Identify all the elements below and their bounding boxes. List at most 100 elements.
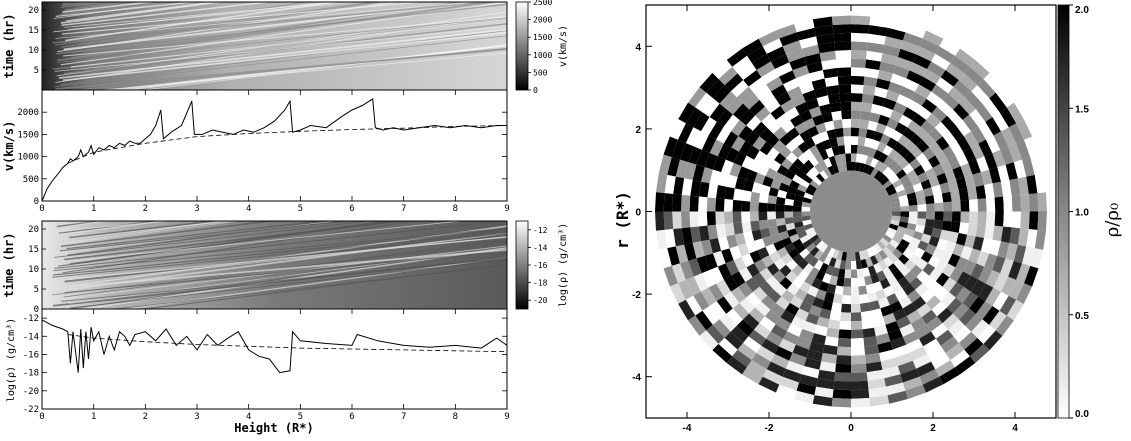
polar-cell bbox=[862, 164, 870, 174]
polar-cell bbox=[975, 301, 993, 320]
polar-cell bbox=[1008, 123, 1025, 144]
polar-cell bbox=[926, 203, 935, 212]
polar-cell bbox=[962, 291, 979, 309]
polar-cell bbox=[971, 85, 990, 104]
polar-cell bbox=[803, 223, 814, 231]
heatmap-streak bbox=[55, 2, 201, 18]
heatmap-streak bbox=[62, 221, 419, 274]
polar-cell bbox=[929, 267, 943, 282]
polar-cell bbox=[915, 126, 929, 140]
polar-cell bbox=[787, 323, 803, 337]
polar-cell bbox=[889, 300, 903, 313]
polar-cell bbox=[851, 355, 866, 365]
polar-cell bbox=[958, 73, 978, 92]
polar-cell bbox=[964, 234, 976, 249]
polar-cell bbox=[816, 95, 830, 107]
polar-cell bbox=[919, 331, 936, 347]
polar-cell bbox=[819, 170, 829, 180]
polar-cell bbox=[794, 122, 808, 135]
polar-cell bbox=[778, 338, 796, 353]
polar-cell bbox=[902, 233, 913, 243]
polar-cell bbox=[821, 59, 837, 70]
polar-cell bbox=[669, 119, 686, 140]
polar-cell bbox=[872, 281, 884, 292]
polar-cell bbox=[784, 198, 794, 206]
xtick-label: 4 bbox=[246, 412, 251, 422]
polar-cell bbox=[803, 192, 814, 200]
polar-cell bbox=[785, 192, 796, 201]
polar-cell bbox=[975, 103, 993, 122]
polar-cell bbox=[851, 380, 869, 391]
polar-cell bbox=[873, 262, 883, 274]
polar-cell bbox=[882, 44, 901, 57]
polar-cell bbox=[803, 293, 816, 306]
polar-cell bbox=[893, 308, 907, 321]
polar-cell bbox=[825, 265, 835, 276]
polar-cell bbox=[821, 300, 833, 311]
ytick-label: 2 bbox=[635, 125, 641, 136]
polar-cell bbox=[737, 243, 750, 257]
polar-cell bbox=[726, 356, 747, 375]
polar-cell bbox=[860, 102, 873, 113]
polar-cell bbox=[834, 285, 844, 296]
polar-cell bbox=[723, 131, 739, 148]
polar-cell bbox=[833, 380, 851, 391]
polar-cell bbox=[792, 253, 804, 265]
polar-cell bbox=[931, 301, 947, 317]
polar-cell bbox=[825, 147, 835, 158]
polar-cell bbox=[806, 349, 823, 362]
polar-cell bbox=[839, 153, 847, 163]
polar-cell bbox=[902, 78, 919, 92]
polar-cell bbox=[719, 314, 737, 332]
polar-cell bbox=[688, 315, 707, 336]
polar-cell bbox=[725, 147, 739, 163]
xtick-label: 9 bbox=[504, 204, 509, 214]
polar-cell bbox=[1001, 276, 1017, 296]
polar-cell bbox=[764, 98, 781, 114]
polar-cell bbox=[757, 247, 770, 260]
polar-cell bbox=[749, 159, 762, 173]
polar-cell bbox=[962, 114, 979, 132]
polar-cell bbox=[765, 167, 777, 180]
polar-cell bbox=[816, 378, 835, 390]
polar-cell bbox=[785, 222, 796, 231]
polar-cell bbox=[829, 310, 842, 321]
polar-cell bbox=[873, 170, 883, 180]
polar-cell bbox=[814, 163, 824, 174]
polar-cell bbox=[899, 86, 915, 100]
polar-cell bbox=[781, 120, 795, 134]
polar-cell bbox=[766, 133, 780, 148]
polar-cell bbox=[859, 293, 870, 304]
polar-cell bbox=[859, 162, 866, 173]
polar-cell bbox=[1009, 178, 1021, 196]
heatmap-streak bbox=[64, 250, 507, 294]
polar-cell bbox=[836, 277, 845, 287]
polar-cell bbox=[760, 227, 771, 239]
heatmap-streak bbox=[54, 35, 507, 88]
polar-cell bbox=[792, 211, 802, 218]
polar-cell bbox=[1011, 211, 1022, 229]
density-profile-line bbox=[41, 319, 508, 374]
polar-cell bbox=[826, 129, 837, 140]
polar-cell bbox=[923, 226, 934, 236]
polar-cell bbox=[890, 281, 903, 294]
polar-cell bbox=[902, 331, 919, 345]
polar-cell bbox=[1024, 265, 1039, 287]
polar-cell bbox=[738, 282, 753, 298]
polar-cell bbox=[796, 27, 817, 41]
polar-cell bbox=[838, 329, 851, 339]
polar-cell bbox=[828, 257, 837, 268]
polar-cell bbox=[915, 189, 925, 199]
polar-cell bbox=[741, 200, 751, 212]
polar-cell bbox=[736, 86, 754, 104]
polar-cell bbox=[935, 360, 956, 377]
polar-cell bbox=[746, 46, 767, 63]
polar-cell bbox=[906, 169, 918, 180]
polar-cell bbox=[1000, 146, 1014, 165]
polar-cell bbox=[819, 149, 829, 161]
polar-cell bbox=[1009, 227, 1021, 245]
polar-cell bbox=[922, 275, 936, 290]
polar-cell bbox=[935, 259, 948, 273]
polar-cell bbox=[985, 135, 1001, 153]
polar-cell bbox=[886, 117, 899, 130]
